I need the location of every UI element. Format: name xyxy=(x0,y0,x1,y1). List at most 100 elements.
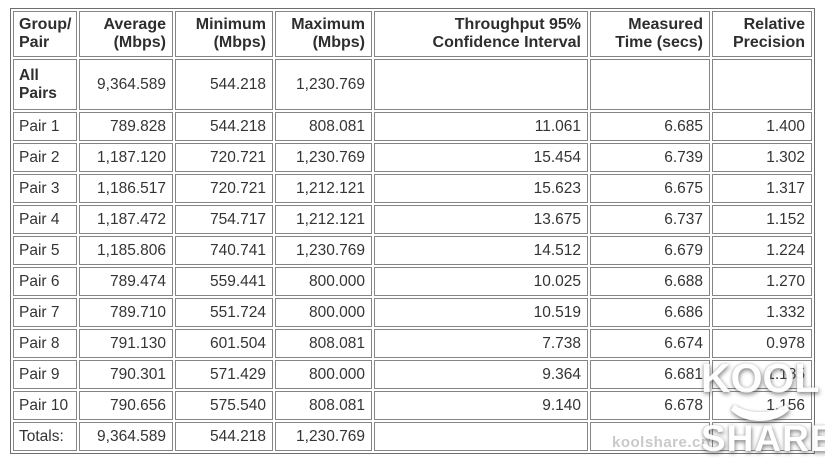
cell-group-label: Pair 6 xyxy=(13,267,77,296)
cell-group-label: Pair 9 xyxy=(13,360,77,389)
cell-minimum: 551.724 xyxy=(175,298,273,327)
cell-minimum: 740.741 xyxy=(175,236,273,265)
cell-group-label: Pair 2 xyxy=(13,143,77,172)
cell-average: 789.474 xyxy=(79,267,173,296)
cell-average: 789.710 xyxy=(79,298,173,327)
cell-maximum: 1,230.769 xyxy=(275,143,372,172)
table-row-pair-1: Pair 1 789.828 544.218 808.081 11.061 6.… xyxy=(13,112,812,141)
cell-measured-time: 6.685 xyxy=(590,112,710,141)
cell-confidence-interval: 14.512 xyxy=(374,236,588,265)
cell-maximum: 808.081 xyxy=(275,329,372,358)
col-header-maximum: Maximum (Mbps) xyxy=(275,11,372,57)
cell-average: 1,187.472 xyxy=(79,205,173,234)
cell-average: 789.828 xyxy=(79,112,173,141)
table-row-pair-3: Pair 3 1,186.517 720.721 1,212.121 15.62… xyxy=(13,174,812,203)
table-row-totals: Totals: 9,364.589 544.218 1,230.769 xyxy=(13,422,812,451)
cell-maximum: 800.000 xyxy=(275,267,372,296)
cell-confidence-interval: 7.738 xyxy=(374,329,588,358)
cell-relative-precision: 1.317 xyxy=(712,174,812,203)
cell-group-label: All Pairs xyxy=(13,59,77,110)
table-row-pair-6: Pair 6 789.474 559.441 800.000 10.025 6.… xyxy=(13,267,812,296)
col-header-relative-precision: Relative Precision xyxy=(712,11,812,57)
cell-relative-precision: 1.332 xyxy=(712,298,812,327)
cell-relative-precision: 1.400 xyxy=(712,112,812,141)
cell-minimum: 544.218 xyxy=(175,59,273,110)
cell-average: 9,364.589 xyxy=(79,59,173,110)
cell-measured-time: 6.688 xyxy=(590,267,710,296)
cell-confidence-interval xyxy=(374,422,588,451)
table-row-pair-8: Pair 8 791.130 601.504 808.081 7.738 6.6… xyxy=(13,329,812,358)
cell-maximum: 808.081 xyxy=(275,112,372,141)
cell-relative-precision: 1.302 xyxy=(712,143,812,172)
cell-confidence-interval: 15.454 xyxy=(374,143,588,172)
table-row-pair-4: Pair 4 1,187.472 754.717 1,212.121 13.67… xyxy=(13,205,812,234)
cell-confidence-interval: 10.025 xyxy=(374,267,588,296)
cell-group-label: Pair 1 xyxy=(13,112,77,141)
cell-confidence-interval: 9.140 xyxy=(374,391,588,420)
cell-measured-time: 6.678 xyxy=(590,391,710,420)
cell-minimum: 559.441 xyxy=(175,267,273,296)
cell-confidence-interval: 10.519 xyxy=(374,298,588,327)
header-row: Group/ Pair Average (Mbps) Minimum (Mbps… xyxy=(13,11,812,57)
cell-average: 1,185.806 xyxy=(79,236,173,265)
cell-measured-time: 6.739 xyxy=(590,143,710,172)
table-row-all-pairs: All Pairs 9,364.589 544.218 1,230.769 xyxy=(13,59,812,110)
col-header-group-pair: Group/ Pair xyxy=(13,11,77,57)
table-row-pair-5: Pair 5 1,185.806 740.741 1,230.769 14.51… xyxy=(13,236,812,265)
cell-measured-time: 6.737 xyxy=(590,205,710,234)
cell-confidence-interval: 15.623 xyxy=(374,174,588,203)
cell-relative-precision xyxy=(712,422,812,451)
cell-average: 1,187.120 xyxy=(79,143,173,172)
cell-minimum: 544.218 xyxy=(175,112,273,141)
cell-maximum: 1,230.769 xyxy=(275,236,372,265)
cell-confidence-interval: 9.364 xyxy=(374,360,588,389)
cell-group-label: Pair 7 xyxy=(13,298,77,327)
table-row-pair-10: Pair 10 790.656 575.540 808.081 9.140 6.… xyxy=(13,391,812,420)
cell-minimum: 601.504 xyxy=(175,329,273,358)
results-table-container: Group/ Pair Average (Mbps) Minimum (Mbps… xyxy=(10,8,815,454)
cell-confidence-interval: 13.675 xyxy=(374,205,588,234)
cell-relative-precision: 1.156 xyxy=(712,391,812,420)
cell-average: 1,186.517 xyxy=(79,174,173,203)
cell-average: 790.301 xyxy=(79,360,173,389)
cell-minimum: 571.429 xyxy=(175,360,273,389)
cell-maximum: 1,212.121 xyxy=(275,174,372,203)
cell-average: 791.130 xyxy=(79,329,173,358)
cell-relative-precision: 1.224 xyxy=(712,236,812,265)
cell-relative-precision: 1.270 xyxy=(712,267,812,296)
cell-maximum: 1,230.769 xyxy=(275,422,372,451)
col-header-confidence-interval: Throughput 95% Confidence Interval xyxy=(374,11,588,57)
col-header-minimum: Minimum (Mbps) xyxy=(175,11,273,57)
cell-minimum: 754.717 xyxy=(175,205,273,234)
cell-measured-time xyxy=(590,59,710,110)
cell-measured-time: 6.675 xyxy=(590,174,710,203)
cell-minimum: 720.721 xyxy=(175,143,273,172)
table-row-pair-2: Pair 2 1,187.120 720.721 1,230.769 15.45… xyxy=(13,143,812,172)
cell-minimum: 575.540 xyxy=(175,391,273,420)
cell-confidence-interval: 11.061 xyxy=(374,112,588,141)
cell-average: 790.656 xyxy=(79,391,173,420)
cell-confidence-interval xyxy=(374,59,588,110)
table-row-pair-9: Pair 9 790.301 571.429 800.000 9.364 6.6… xyxy=(13,360,812,389)
cell-measured-time: 6.674 xyxy=(590,329,710,358)
cell-group-label: Pair 3 xyxy=(13,174,77,203)
cell-group-label: Pair 8 xyxy=(13,329,77,358)
cell-minimum: 544.218 xyxy=(175,422,273,451)
cell-group-label: Pair 4 xyxy=(13,205,77,234)
cell-maximum: 1,212.121 xyxy=(275,205,372,234)
table-row-pair-7: Pair 7 789.710 551.724 800.000 10.519 6.… xyxy=(13,298,812,327)
cell-measured-time: 6.679 xyxy=(590,236,710,265)
cell-relative-precision xyxy=(712,59,812,110)
col-header-average: Average (Mbps) xyxy=(79,11,173,57)
cell-group-label: Pair 10 xyxy=(13,391,77,420)
cell-maximum: 800.000 xyxy=(275,360,372,389)
col-header-measured-time: Measured Time (secs) xyxy=(590,11,710,57)
cell-minimum: 720.721 xyxy=(175,174,273,203)
throughput-results-table: Group/ Pair Average (Mbps) Minimum (Mbps… xyxy=(10,8,815,454)
cell-maximum: 808.081 xyxy=(275,391,372,420)
cell-relative-precision: 1.185 xyxy=(712,360,812,389)
cell-maximum: 800.000 xyxy=(275,298,372,327)
cell-group-label: Totals: xyxy=(13,422,77,451)
cell-relative-precision: 1.152 xyxy=(712,205,812,234)
cell-maximum: 1,230.769 xyxy=(275,59,372,110)
